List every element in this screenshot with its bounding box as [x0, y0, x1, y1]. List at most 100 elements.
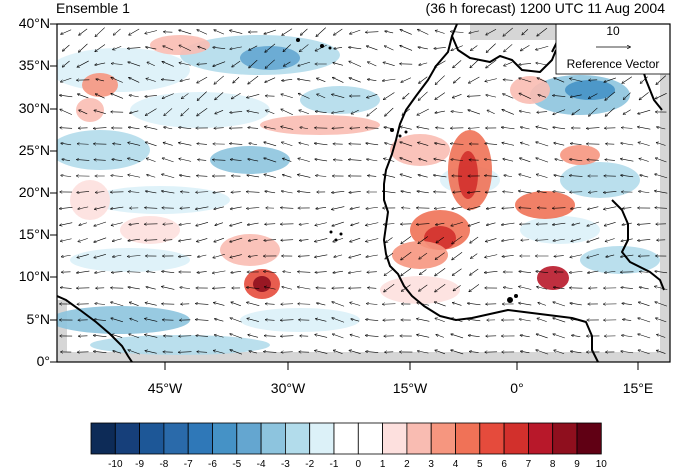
wind-vector — [214, 335, 224, 338]
wind-vector — [247, 302, 260, 306]
wind-vector — [179, 352, 192, 353]
wind-vector — [282, 142, 293, 147]
wind-vector — [417, 127, 430, 130]
wind-vector — [231, 271, 242, 272]
wind-vector — [213, 61, 226, 67]
wind-vector — [519, 174, 532, 179]
wind-vector — [570, 143, 582, 144]
wind-vector — [606, 254, 615, 257]
colorbar-segment — [163, 422, 189, 455]
colorbar-tick-label: 3 — [428, 459, 434, 470]
wind-vector — [198, 47, 207, 50]
wind-vector — [231, 192, 241, 193]
wind-vector — [230, 111, 243, 112]
wind-vector — [112, 334, 123, 338]
wind-vector — [78, 206, 89, 209]
wind-vector — [570, 254, 582, 257]
wind-vector — [248, 75, 259, 84]
wind-vector — [519, 208, 532, 209]
wind-vector — [486, 95, 497, 98]
wind-vector — [179, 45, 191, 52]
wind-vector — [486, 43, 496, 53]
anomaly-contour-patch — [510, 76, 550, 104]
wind-vector — [333, 77, 344, 83]
wind-vector — [128, 350, 140, 355]
wind-vector — [570, 94, 582, 97]
wind-vector — [486, 59, 497, 68]
wind-vector — [536, 142, 549, 147]
wind-vector — [196, 304, 209, 305]
wind-vector — [332, 302, 345, 307]
wind-vector — [196, 206, 209, 209]
colorbar-tick-label: -3 — [280, 459, 290, 470]
wind-vector — [350, 206, 360, 209]
wind-vector — [284, 61, 291, 66]
wind-vector — [214, 237, 225, 242]
wind-vector — [60, 288, 72, 289]
wind-vector — [453, 303, 462, 306]
wind-vector — [213, 253, 225, 257]
lat-label: 40°N — [18, 15, 50, 31]
wind-vector — [300, 239, 309, 240]
wind-vector — [349, 270, 362, 273]
wind-vector — [79, 43, 88, 52]
wind-vector — [435, 268, 446, 276]
anomaly-contour-patch — [130, 92, 270, 128]
wind-vector — [129, 78, 140, 83]
wind-vector — [638, 109, 651, 114]
wind-vector — [111, 206, 124, 209]
wind-vector — [349, 47, 362, 50]
wind-vector — [62, 60, 70, 67]
wind-vector — [112, 238, 122, 241]
wind-vector — [350, 29, 361, 34]
wind-vector — [315, 111, 327, 112]
wind-vector — [553, 302, 566, 307]
wind-vector — [215, 92, 224, 99]
wind-vector — [368, 288, 377, 289]
wind-vector — [656, 142, 666, 146]
wind-vector — [265, 77, 276, 83]
wind-vector — [571, 206, 582, 209]
wind-vector — [536, 350, 549, 355]
wind-vector — [570, 159, 583, 162]
wind-vector — [655, 208, 667, 209]
wind-vector — [113, 144, 122, 145]
wind-vector — [655, 302, 668, 307]
wind-vector — [453, 192, 462, 193]
wind-vector — [469, 30, 479, 33]
wind-vector — [283, 175, 292, 178]
wind-vector — [317, 78, 326, 82]
colorbar-tick-label: 9 — [574, 459, 580, 470]
wind-vector — [145, 95, 157, 96]
wind-vector — [520, 335, 530, 338]
wind-vector — [196, 320, 209, 321]
wind-vector — [145, 240, 158, 241]
wind-vector — [452, 206, 463, 209]
wind-vector — [519, 111, 531, 114]
wind-vector — [300, 44, 309, 51]
colorbar-segment — [479, 422, 505, 455]
wind-vector — [485, 159, 498, 162]
wind-vector — [128, 62, 141, 67]
colorbar-segment — [309, 422, 335, 455]
wind-vector — [657, 127, 666, 130]
wind-vector — [298, 79, 311, 82]
wind-vector — [638, 318, 651, 323]
wind-vector — [401, 77, 412, 83]
wind-vector — [622, 335, 633, 337]
wind-vector — [249, 351, 257, 354]
wind-vector — [145, 142, 157, 147]
wind-vector — [299, 110, 309, 115]
wind-vector — [519, 319, 531, 322]
wind-vector — [265, 224, 276, 225]
wind-vector — [537, 27, 548, 36]
wind-vector — [247, 318, 259, 322]
wind-vector — [281, 127, 294, 130]
wind-vector — [656, 318, 667, 323]
wind-vector — [383, 62, 395, 66]
wind-vector — [162, 191, 175, 194]
wind-vector — [587, 160, 599, 161]
wind-vector — [638, 127, 651, 130]
wind-vector — [403, 92, 410, 99]
